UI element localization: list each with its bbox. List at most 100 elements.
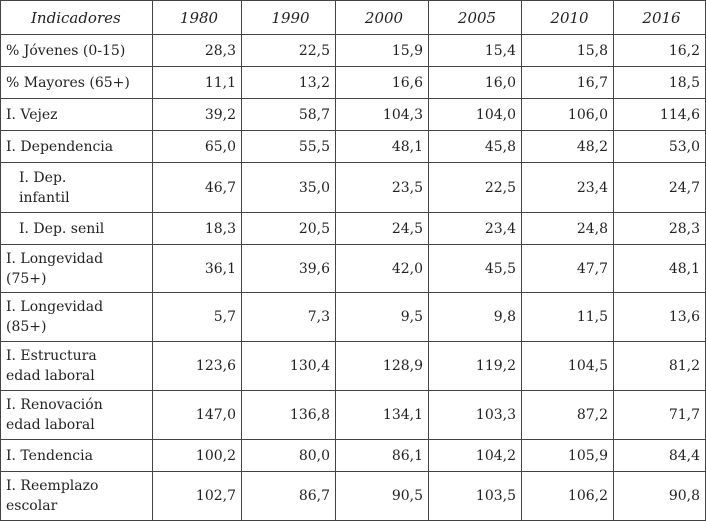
cell: 90,5	[335, 471, 429, 521]
cell: 114,6	[613, 98, 706, 131]
cell: 2010	[521, 0, 614, 35]
cell: 22,5	[428, 162, 522, 213]
cell: 104,0	[428, 98, 522, 131]
cell: 1990	[241, 0, 336, 35]
row-label: I. Dependencia	[0, 130, 153, 163]
cell: 5,7	[152, 292, 242, 342]
cell: 128,9	[335, 341, 429, 391]
cell: 9,5	[335, 292, 429, 342]
cell: 13,2	[241, 66, 336, 99]
row-label: % Jóvenes (0-15)	[0, 34, 153, 67]
cell: 48,2	[521, 130, 614, 163]
cell: 106,2	[521, 471, 614, 521]
cell: 24,5	[335, 212, 429, 245]
cell: 23,4	[521, 162, 614, 213]
cell: 119,2	[428, 341, 522, 391]
cell: 2005	[428, 0, 522, 35]
cell: 16,0	[428, 66, 522, 99]
cell: 48,1	[613, 244, 706, 293]
cell: 47,7	[521, 244, 614, 293]
cell: 39,6	[241, 244, 336, 293]
cell: 36,1	[152, 244, 242, 293]
cell: 58,7	[241, 98, 336, 131]
table-row: I. Renovación edad laboral 147,0 136,8 134,…	[0, 390, 706, 440]
cell: 18,3	[152, 212, 242, 245]
cell: 24,8	[521, 212, 614, 245]
cell: 45,5	[428, 244, 522, 293]
cell: 2016	[613, 0, 706, 35]
table-row: I. Dependencia 65,0 55,5 48,1 45,8 48,2 53,0	[0, 130, 706, 163]
cell: 7,3	[241, 292, 336, 342]
cell: 80,0	[241, 439, 336, 472]
row-label: Indicadores	[0, 0, 153, 35]
row-label: I. Dep. senil	[0, 212, 153, 245]
cell: 15,8	[521, 34, 614, 67]
cell: 105,9	[521, 439, 614, 472]
cell: 15,4	[428, 34, 522, 67]
cell: 20,5	[241, 212, 336, 245]
cell: 86,1	[335, 439, 429, 472]
cell: 45,8	[428, 130, 522, 163]
cell: 28,3	[613, 212, 706, 245]
row-label: I. Longevidad (85+)	[0, 292, 153, 342]
cell: 2000	[335, 0, 429, 35]
table-row: I. Longevidad (85+) 5,7 7,3 9,5 9,8 11,5 13,6	[0, 292, 706, 342]
cell: 9,8	[428, 292, 522, 342]
table-row: I. Dep. senil 18,3 20,5 24,5 23,4 24,8 28,3	[0, 212, 706, 245]
cell: 18,5	[613, 66, 706, 99]
cell: 123,6	[152, 341, 242, 391]
row-label: % Mayores (65+)	[0, 66, 153, 99]
cell: 81,2	[613, 341, 706, 391]
row-label: I. Reemplazo escolar	[0, 471, 153, 521]
cell: 24,7	[613, 162, 706, 213]
cell: 136,8	[241, 390, 336, 440]
cell: 103,3	[428, 390, 522, 440]
table-row: I. Vejez 39,2 58,7 104,3 104,0 106,0 114,6	[0, 98, 706, 131]
cell: 86,7	[241, 471, 336, 521]
cell: 13,6	[613, 292, 706, 342]
cell: 65,0	[152, 130, 242, 163]
cell: 103,5	[428, 471, 522, 521]
cell: 102,7	[152, 471, 242, 521]
cell: 104,5	[521, 341, 614, 391]
table-row: I. Longevidad (75+) 36,1 39,6 42,0 45,5 47,7 4…	[0, 244, 706, 293]
row-label: I. Estructura edad laboral	[0, 341, 153, 391]
cell: 134,1	[335, 390, 429, 440]
row-label: I. Tendencia	[0, 439, 153, 472]
cell: 16,2	[613, 34, 706, 67]
cell: 23,5	[335, 162, 429, 213]
cell: 104,2	[428, 439, 522, 472]
cell: 23,4	[428, 212, 522, 245]
table-row: I. Reemplazo escolar 102,7 86,7 90,5 103,5 10…	[0, 471, 706, 521]
table-row: I. Tendencia 100,2 80,0 86,1 104,2 105,9 84,4	[0, 439, 706, 472]
row-label: I. Renovación edad laboral	[0, 390, 153, 440]
cell: 106,0	[521, 98, 614, 131]
cell: 87,2	[521, 390, 614, 440]
table-row: % Mayores (65+) 11,1 13,2 16,6 16,0 16,7 18,5	[0, 66, 706, 99]
cell: 48,1	[335, 130, 429, 163]
cell: 11,1	[152, 66, 242, 99]
cell: 100,2	[152, 439, 242, 472]
header-row: Indicadores 1980 1990 2000 2005 2010 2016	[0, 0, 706, 35]
cell: 11,5	[521, 292, 614, 342]
cell: 104,3	[335, 98, 429, 131]
row-label: I. Vejez	[0, 98, 153, 131]
table-row: I. Dep. infantil 46,7 35,0 23,5 22,5 23,4 24,7	[0, 162, 706, 213]
cell: 130,4	[241, 341, 336, 391]
cell: 1980	[152, 0, 242, 35]
cell: 84,4	[613, 439, 706, 472]
cell: 16,7	[521, 66, 614, 99]
table-row: I. Estructura edad laboral 123,6 130,4 128,…	[0, 341, 706, 391]
cell: 35,0	[241, 162, 336, 213]
cell: 16,6	[335, 66, 429, 99]
cell: 90,8	[613, 471, 706, 521]
cell: 53,0	[613, 130, 706, 163]
cell: 15,9	[335, 34, 429, 67]
cell: 71,7	[613, 390, 706, 440]
cell: 22,5	[241, 34, 336, 67]
cell: 55,5	[241, 130, 336, 163]
row-label: I. Dep. infantil	[0, 162, 153, 213]
cell: 28,3	[152, 34, 242, 67]
